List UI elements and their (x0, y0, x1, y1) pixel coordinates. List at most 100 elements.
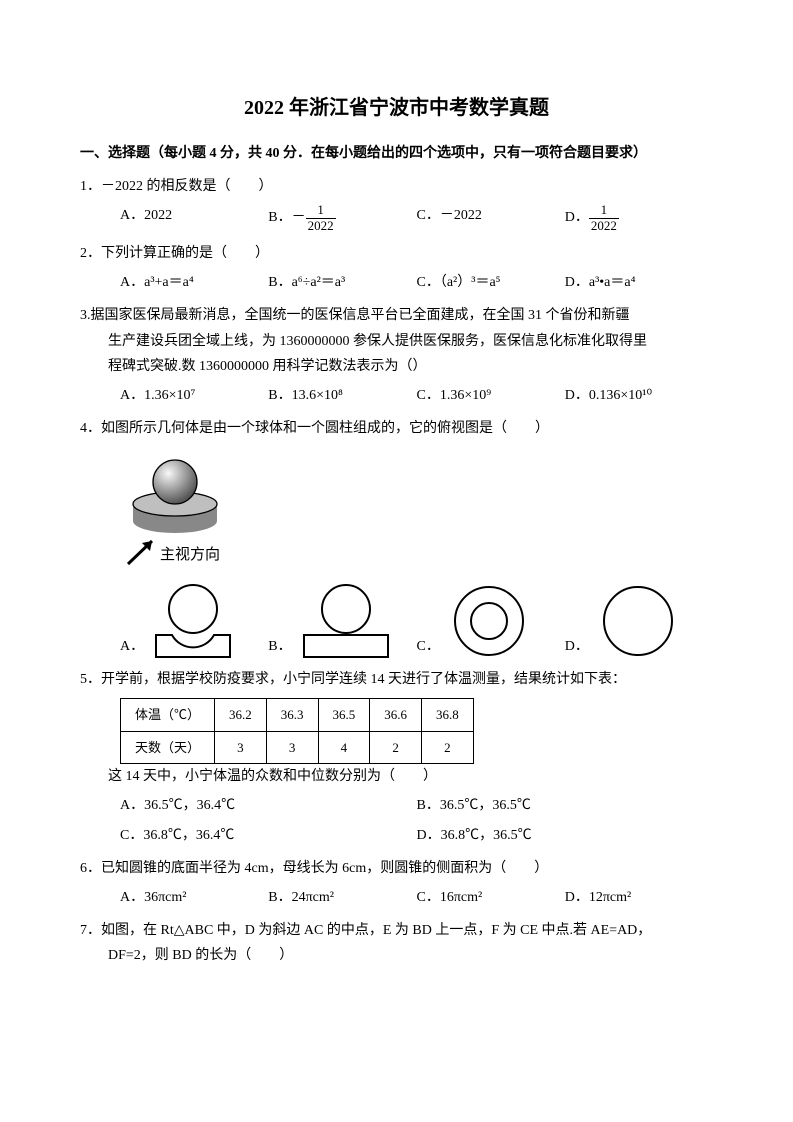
question-7: 7．如图，在 Rt△ABC 中，D 为斜边 AC 的中点，E 为 BD 上一点，… (80, 918, 713, 968)
q3-line1: 3.据国家医保局最新消息，全国统一的医保信息平台已全面建成，在全国 31 个省份… (80, 303, 713, 328)
q3-line3: 程碑式突破.数 1360000000 用科学记数法表示为（） (80, 354, 713, 379)
question-1: 1．－2022 的相反数是（ ） A．2022 B．－12022 C．－2022… (80, 174, 713, 233)
q5-option-b: B．36.5℃，36.5℃ (417, 793, 714, 818)
q6-option-d: D．12πcm² (565, 885, 713, 910)
q5-text: 5．开学前，根据学校防疫要求，小宁同学连续 14 天进行了体温测量，结果统计如下… (80, 667, 713, 692)
exam-title: 2022 年浙江省宁波市中考数学真题 (80, 90, 713, 126)
q5-option-c: C．36.8℃，36.4℃ (120, 823, 417, 848)
q3-option-a: A．1.36×10⁷ (120, 383, 268, 408)
q7-line2: DF=2，则 BD 的长为（ ） (80, 943, 713, 968)
table-cell: 36.5 (318, 699, 370, 731)
view-direction-label: 主视方向 (160, 546, 220, 563)
table-cell: 2 (370, 731, 422, 763)
q3-line2: 生产建设兵团全域上线，为 1360000000 参保人提供医保服务，医保信息化标… (80, 329, 713, 354)
frac-num: 1 (306, 203, 336, 218)
circle-icon (169, 585, 217, 633)
opt-label: B．－ (268, 210, 305, 225)
q4-opt-c-svg (444, 579, 534, 659)
opt-text: A．a³+a＝a⁴ (120, 275, 194, 290)
opt-val: －2022 (440, 208, 482, 223)
q3-option-b: B．13.6×10⁸ (268, 383, 416, 408)
table-cell: 3 (215, 731, 267, 763)
table-row: 天数（天） 3 3 4 2 2 (121, 731, 474, 763)
opt-label: B． (268, 634, 291, 659)
opt-text: C．16πcm² (417, 890, 483, 905)
table-cell: 36.8 (422, 699, 474, 731)
section-1-header: 一、选择题（每小题 4 分，共 40 分．在每小题给出的四个选项中，只有一项符合… (80, 141, 713, 166)
q2-option-a: A．a³+a＝a⁴ (120, 270, 268, 295)
q6-options: A．36πcm² B．24πcm² C．16πcm² D．12πcm² (80, 885, 713, 910)
outer-circle-icon (455, 587, 523, 655)
q5-after-table: 这 14 天中，小宁体温的众数和中位数分别为（ ） (80, 764, 713, 789)
opt-label: C． (417, 208, 440, 223)
opt-text: D．12πcm² (565, 890, 631, 905)
q2-option-c: C．（a²）³＝a⁵ (417, 270, 565, 295)
q4-opt-a-svg (148, 579, 238, 659)
q4-option-c: C． (417, 579, 565, 659)
table-cell: 3 (266, 731, 318, 763)
frac-den: 2022 (589, 219, 619, 233)
q1-text: 1．－2022 的相反数是（ ） (80, 174, 713, 199)
q4-option-d: D． (565, 579, 713, 659)
q2-text: 2．下列计算正确的是（ ） (80, 241, 713, 266)
table-cell: 天数（天） (121, 731, 215, 763)
table-cell: 36.3 (266, 699, 318, 731)
q3-option-c: C．1.36×10⁹ (417, 383, 565, 408)
sphere (153, 460, 197, 504)
q1-option-c: C．－2022 (417, 203, 565, 233)
question-6: 6．已知圆锥的底面半径为 4cm，母线长为 6cm，则圆锥的侧面积为（ ） A．… (80, 856, 713, 910)
solid-view-svg: 主视方向 (120, 449, 260, 569)
opt-label: A． (120, 634, 144, 659)
q6-option-a: A．36πcm² (120, 885, 268, 910)
opt-text: C．（a²）³＝a⁵ (417, 275, 501, 290)
frac-den: 2022 (306, 219, 336, 233)
question-5: 5．开学前，根据学校防疫要求，小宁同学连续 14 天进行了体温测量，结果统计如下… (80, 667, 713, 848)
question-2: 2．下列计算正确的是（ ） A．a³+a＝a⁴ B．a⁶÷a²＝a³ C．（a²… (80, 241, 713, 295)
q2-option-d: D．a³•a＝a⁴ (565, 270, 713, 295)
circle-icon (604, 587, 672, 655)
question-4: 4．如图所示几何体是由一个球体和一个圆柱组成的，它的俯视图是（ ） 主视方向 (80, 416, 713, 659)
circle-icon (322, 585, 370, 633)
q2-options: A．a³+a＝a⁴ B．a⁶÷a²＝a³ C．（a²）³＝a⁵ D．a³•a＝a… (80, 270, 713, 295)
opt-val: 2022 (144, 208, 172, 223)
inner-circle-icon (471, 603, 507, 639)
q7-line1: 7．如图，在 Rt△ABC 中，D 为斜边 AC 的中点，E 为 BD 上一点，… (80, 918, 713, 943)
table-cell: 36.6 (370, 699, 422, 731)
q3-option-d: D．0.136×10¹⁰ (565, 383, 713, 408)
fraction: 12022 (306, 203, 336, 233)
opt-text: A．36πcm² (120, 890, 186, 905)
table-row: 体温（℃） 36.2 36.3 36.5 36.6 36.8 (121, 699, 474, 731)
q6-option-c: C．16πcm² (417, 885, 565, 910)
table-cell: 36.2 (215, 699, 267, 731)
q4-option-figures: A． B． C． D． (80, 579, 713, 659)
rect-concave (156, 635, 230, 657)
table-cell: 2 (422, 731, 474, 763)
opt-label: A． (120, 208, 144, 223)
opt-label: D． (565, 210, 589, 225)
table-cell: 体温（℃） (121, 699, 215, 731)
q4-option-b: B． (268, 579, 416, 659)
q5-option-a: A．36.5℃，36.4℃ (120, 793, 417, 818)
q1-option-d: D．12022 (565, 203, 713, 233)
q3-options: A．1.36×10⁷ B．13.6×10⁸ C．1.36×10⁹ D．0.136… (80, 383, 713, 408)
table-cell: 4 (318, 731, 370, 763)
opt-label: C． (417, 634, 440, 659)
question-3: 3.据国家医保局最新消息，全国统一的医保信息平台已全面建成，在全国 31 个省份… (80, 303, 713, 408)
opt-text: B．24πcm² (268, 890, 334, 905)
frac-num: 1 (589, 203, 619, 218)
q4-solid-figure: 主视方向 (120, 449, 713, 569)
q1-option-a: A．2022 (120, 203, 268, 233)
q1-option-b: B．－12022 (268, 203, 416, 233)
q5-option-d: D．36.8℃，36.5℃ (417, 823, 714, 848)
q5-options: A．36.5℃，36.4℃ B．36.5℃，36.5℃ C．36.8℃，36.4… (80, 789, 713, 847)
q2-option-b: B．a⁶÷a²＝a³ (268, 270, 416, 295)
q1-options: A．2022 B．－12022 C．－2022 D．12022 (80, 203, 713, 233)
q4-opt-b-svg (296, 579, 396, 659)
fraction: 12022 (589, 203, 619, 233)
q6-option-b: B．24πcm² (268, 885, 416, 910)
opt-label: D． (565, 634, 589, 659)
q4-text: 4．如图所示几何体是由一个球体和一个圆柱组成的，它的俯视图是（ ） (80, 416, 713, 441)
q4-option-a: A． (120, 579, 268, 659)
opt-text: B．a⁶÷a²＝a³ (268, 275, 345, 290)
q6-text: 6．已知圆锥的底面半径为 4cm，母线长为 6cm，则圆锥的侧面积为（ ） (80, 856, 713, 881)
